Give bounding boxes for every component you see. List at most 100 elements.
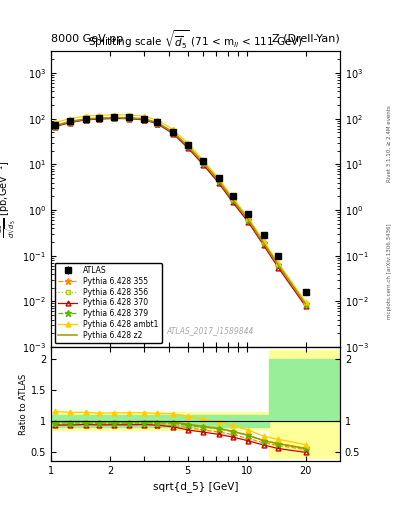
Pythia 6.428 355 bbox=[230, 198, 235, 204]
Pythia 6.428 379 bbox=[303, 301, 308, 307]
Pythia 6.428 379 bbox=[185, 143, 190, 149]
Pythia 6.428 370 bbox=[142, 117, 147, 123]
Pythia 6.428 356 bbox=[185, 143, 190, 149]
Line: Pythia 6.428 z2: Pythia 6.428 z2 bbox=[55, 118, 305, 304]
Pythia 6.428 ambt1 bbox=[83, 113, 88, 119]
Pythia 6.428 355 bbox=[201, 161, 206, 167]
Pythia 6.428 z2 bbox=[96, 115, 101, 121]
Pythia 6.428 355 bbox=[261, 241, 266, 247]
Pythia 6.428 355 bbox=[155, 120, 160, 126]
Pythia 6.428 ambt1 bbox=[230, 195, 235, 201]
Pythia 6.428 z2 bbox=[127, 115, 131, 121]
Pythia 6.428 356 bbox=[155, 120, 160, 126]
Pythia 6.428 379 bbox=[53, 123, 58, 129]
Pythia 6.428 356 bbox=[217, 178, 221, 184]
Pythia 6.428 379 bbox=[217, 178, 221, 184]
Pythia 6.428 356 bbox=[201, 160, 206, 166]
Text: mcplots.cern.ch [arXiv:1306.3436]: mcplots.cern.ch [arXiv:1306.3436] bbox=[387, 224, 392, 319]
Pythia 6.428 356 bbox=[68, 119, 72, 125]
Pythia 6.428 ambt1 bbox=[142, 113, 147, 119]
Text: Z (Drell-Yan): Z (Drell-Yan) bbox=[272, 33, 340, 44]
Pythia 6.428 379 bbox=[142, 116, 147, 122]
Pythia 6.428 355 bbox=[112, 115, 116, 121]
Pythia 6.428 356 bbox=[127, 115, 131, 121]
Pythia 6.428 ambt1 bbox=[68, 116, 72, 122]
Pythia 6.428 z2 bbox=[230, 197, 235, 203]
Pythia 6.428 ambt1 bbox=[261, 238, 266, 244]
Pythia 6.428 379 bbox=[276, 262, 281, 268]
Pythia 6.428 379 bbox=[112, 115, 116, 121]
Pythia 6.428 355 bbox=[171, 130, 175, 136]
Pythia 6.428 z2 bbox=[185, 143, 190, 149]
Pythia 6.428 z2 bbox=[112, 115, 116, 121]
Pythia 6.428 ambt1 bbox=[127, 112, 131, 118]
Pythia 6.428 356 bbox=[142, 116, 147, 122]
Pythia 6.428 z2 bbox=[171, 129, 175, 135]
Pythia 6.428 370 bbox=[96, 116, 101, 122]
Pythia 6.428 370 bbox=[217, 180, 221, 186]
Line: Pythia 6.428 370: Pythia 6.428 370 bbox=[53, 116, 308, 309]
Pythia 6.428 370 bbox=[171, 131, 175, 137]
Pythia 6.428 370 bbox=[201, 162, 206, 168]
Pythia 6.428 379 bbox=[83, 116, 88, 122]
Pythia 6.428 z2 bbox=[142, 116, 147, 122]
Pythia 6.428 356 bbox=[303, 301, 308, 307]
Pythia 6.428 379 bbox=[246, 217, 251, 223]
Pythia 6.428 370 bbox=[261, 242, 266, 248]
X-axis label: sqrt{d_5} [GeV]: sqrt{d_5} [GeV] bbox=[153, 481, 238, 492]
Pythia 6.428 379 bbox=[155, 120, 160, 126]
Pythia 6.428 z2 bbox=[217, 178, 221, 184]
Pythia 6.428 370 bbox=[53, 123, 58, 130]
Pythia 6.428 379 bbox=[230, 197, 235, 203]
Text: Rivet 3.1.10, ≥ 2.4M events: Rivet 3.1.10, ≥ 2.4M events bbox=[387, 105, 392, 182]
Text: 8000 GeV pp: 8000 GeV pp bbox=[51, 33, 123, 44]
Pythia 6.428 356 bbox=[261, 240, 266, 246]
Pythia 6.428 356 bbox=[230, 197, 235, 203]
Pythia 6.428 ambt1 bbox=[155, 117, 160, 123]
Pythia 6.428 z2 bbox=[53, 122, 58, 129]
Title: Splitting scale $\sqrt{\overline{d}_{5}}$ (71 < m$_{ll}$ < 111 GeV): Splitting scale $\sqrt{\overline{d}_{5}}… bbox=[88, 29, 303, 51]
Pythia 6.428 370 bbox=[185, 145, 190, 151]
Pythia 6.428 356 bbox=[276, 262, 281, 268]
Pythia 6.428 370 bbox=[68, 119, 72, 125]
Pythia 6.428 ambt1 bbox=[185, 140, 190, 146]
Line: Pythia 6.428 ambt1: Pythia 6.428 ambt1 bbox=[53, 112, 308, 304]
Pythia 6.428 355 bbox=[68, 119, 72, 125]
Pythia 6.428 z2 bbox=[303, 301, 308, 307]
Pythia 6.428 ambt1 bbox=[303, 298, 308, 305]
Pythia 6.428 ambt1 bbox=[276, 260, 281, 266]
Pythia 6.428 370 bbox=[112, 115, 116, 121]
Pythia 6.428 356 bbox=[112, 115, 116, 121]
Pythia 6.428 z2 bbox=[276, 262, 281, 268]
Pythia 6.428 355 bbox=[246, 218, 251, 224]
Text: ATLAS_2017_I1589844: ATLAS_2017_I1589844 bbox=[166, 326, 253, 335]
Pythia 6.428 370 bbox=[303, 303, 308, 309]
Pythia 6.428 355 bbox=[96, 116, 101, 122]
Y-axis label: Ratio to ATLAS: Ratio to ATLAS bbox=[19, 373, 28, 435]
Pythia 6.428 370 bbox=[276, 265, 281, 271]
Pythia 6.428 356 bbox=[171, 130, 175, 136]
Pythia 6.428 370 bbox=[155, 121, 160, 127]
Pythia 6.428 z2 bbox=[261, 240, 266, 246]
Pythia 6.428 355 bbox=[185, 144, 190, 150]
Pythia 6.428 356 bbox=[53, 123, 58, 129]
Pythia 6.428 z2 bbox=[155, 119, 160, 125]
Pythia 6.428 356 bbox=[96, 115, 101, 121]
Pythia 6.428 ambt1 bbox=[112, 112, 116, 118]
Pythia 6.428 356 bbox=[83, 116, 88, 122]
Pythia 6.428 ambt1 bbox=[53, 119, 58, 125]
Pythia 6.428 379 bbox=[201, 160, 206, 166]
Pythia 6.428 379 bbox=[171, 130, 175, 136]
Line: Pythia 6.428 356: Pythia 6.428 356 bbox=[53, 116, 308, 306]
Pythia 6.428 355 bbox=[276, 263, 281, 269]
Pythia 6.428 355 bbox=[83, 117, 88, 123]
Pythia 6.428 z2 bbox=[68, 118, 72, 124]
Pythia 6.428 355 bbox=[53, 123, 58, 130]
Pythia 6.428 370 bbox=[83, 117, 88, 123]
Pythia 6.428 z2 bbox=[83, 116, 88, 122]
Pythia 6.428 379 bbox=[127, 115, 131, 121]
Pythia 6.428 ambt1 bbox=[201, 157, 206, 163]
Pythia 6.428 379 bbox=[68, 119, 72, 125]
Pythia 6.428 355 bbox=[303, 302, 308, 308]
Pythia 6.428 ambt1 bbox=[246, 215, 251, 221]
